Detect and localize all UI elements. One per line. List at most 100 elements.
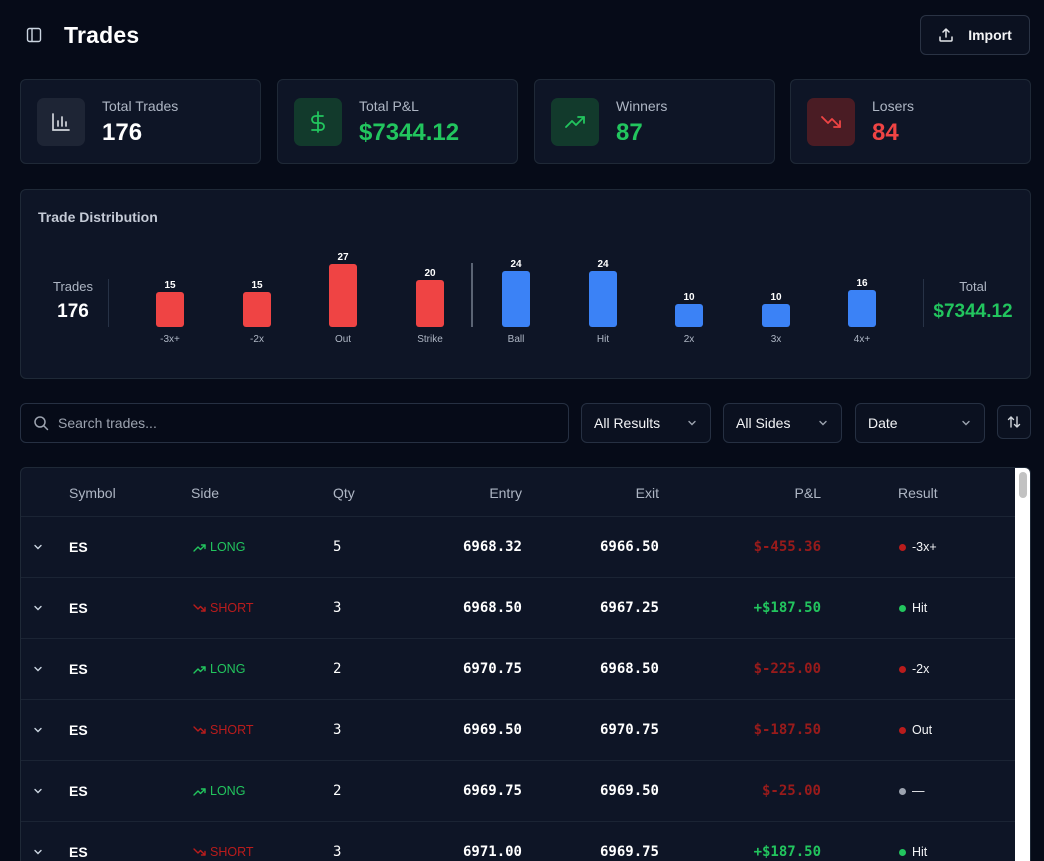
expand-row-chevron-icon[interactable] — [32, 845, 44, 861]
table-row[interactable]: ES LONG 2 6969.75 6969.50 $-25.00 — — [21, 761, 1015, 822]
distribution-title: Trade Distribution — [38, 209, 158, 225]
side-filter-value: All Sides — [736, 415, 791, 431]
qty-cell: 3 — [333, 722, 342, 738]
table-row[interactable]: ES SHORT 3 6971.00 6969.75 +$187.50 Hit — [21, 822, 1015, 861]
column-header-result[interactable]: Result — [898, 485, 938, 501]
stat-label: Losers — [872, 98, 915, 114]
table-row[interactable]: ES LONG 5 6968.32 6966.50 $-455.36 -3x+ — [21, 517, 1015, 578]
bar-Strike — [416, 280, 444, 327]
table-row[interactable]: ES SHORT 3 6969.50 6970.75 $-187.50 Out — [21, 700, 1015, 761]
symbol-cell: ES — [69, 722, 88, 738]
stat-label: Total Trades — [102, 98, 179, 114]
trending-down-icon — [193, 847, 206, 858]
stat-card-total-trades: Total Trades 176 — [20, 79, 261, 164]
expand-row-chevron-icon[interactable] — [32, 540, 44, 558]
result-cell: -3x+ — [899, 540, 937, 554]
sort-field-select[interactable]: Date — [855, 403, 985, 443]
trending-up-icon — [193, 542, 206, 553]
bar-value-label: 15 — [251, 280, 263, 291]
bar-value-label: 24 — [597, 259, 609, 270]
import-button[interactable]: Import — [920, 15, 1030, 55]
expand-row-chevron-icon[interactable] — [32, 601, 44, 619]
result-dot — [899, 543, 906, 551]
bar-category-label: Out — [335, 334, 351, 345]
qty-cell: 2 — [333, 661, 342, 677]
side-filter-select[interactable]: All Sides — [723, 403, 842, 443]
stat-card-total-pnl: Total P&L $7344.12 — [277, 79, 518, 164]
result-cell: -2x — [899, 662, 929, 676]
pnl-cell: $-225.00 — [753, 661, 821, 677]
side-label: LONG — [210, 662, 246, 676]
result-label: — — [912, 784, 925, 798]
page-header: Trades Import — [20, 14, 1030, 56]
column-header-side[interactable]: Side — [191, 485, 220, 501]
bar-category-label: 2x — [684, 334, 695, 345]
upload-icon — [939, 28, 953, 42]
expand-row-chevron-icon[interactable] — [32, 662, 44, 680]
result-filter-select[interactable]: All Results — [581, 403, 711, 443]
sort-direction-button[interactable] — [997, 405, 1031, 439]
expand-row-chevron-icon[interactable] — [32, 784, 44, 802]
entry-cell: 6969.50 — [462, 722, 522, 738]
side-cell: LONG — [193, 784, 245, 798]
stat-label: Winners — [616, 98, 668, 114]
exit-cell: 6969.50 — [599, 783, 659, 799]
chevron-down-icon — [962, 420, 970, 426]
side-cell: SHORT — [193, 845, 254, 859]
result-dot — [899, 848, 906, 856]
search-input[interactable] — [58, 415, 538, 431]
entry-cell: 6968.32 — [462, 539, 522, 555]
bar-2x — [675, 304, 703, 327]
result-dot — [899, 665, 906, 673]
bar-value-label: 27 — [337, 252, 349, 263]
entry-cell: 6970.75 — [462, 661, 522, 677]
chevron-down-icon — [819, 420, 827, 426]
stat-card-winners: Winners 87 — [534, 79, 775, 164]
column-header-qty[interactable]: Qty — [333, 485, 355, 501]
result-cell: — — [899, 784, 925, 798]
stat-value: 176 — [102, 119, 143, 146]
side-label: SHORT — [210, 601, 254, 615]
exit-cell: 6966.50 — [599, 539, 659, 555]
column-header-entry[interactable]: Entry — [489, 485, 522, 501]
column-header-pnl[interactable]: P&L — [794, 485, 821, 501]
trade-distribution-panel: Trade Distribution Trades 176 15 -3x+ 15 -2… — [20, 189, 1031, 379]
bar-chart-icon — [37, 98, 85, 146]
scrollbar-thumb[interactable] — [1019, 472, 1027, 498]
bar-Hit — [589, 271, 617, 327]
qty-cell: 5 — [333, 539, 342, 555]
divider — [108, 279, 109, 327]
search-box[interactable] — [20, 403, 569, 443]
symbol-cell: ES — [69, 661, 88, 677]
bar-category-label: Ball — [508, 334, 525, 345]
column-header-symbol[interactable]: Symbol — [69, 485, 116, 501]
pnl-cell: +$187.50 — [753, 844, 821, 860]
total-label: Total — [959, 279, 987, 294]
bar-category-label: Strike — [417, 334, 443, 345]
exit-cell: 6967.25 — [599, 600, 659, 616]
stat-card-losers: Losers 84 — [790, 79, 1031, 164]
trades-value: 176 — [57, 301, 89, 322]
scrollbar[interactable] — [1015, 468, 1030, 861]
divider — [923, 279, 924, 327]
side-label: LONG — [210, 784, 246, 798]
bar-3x — [762, 304, 790, 327]
table-row[interactable]: ES SHORT 3 6968.50 6967.25 +$187.50 Hit — [21, 578, 1015, 639]
side-cell: LONG — [193, 662, 245, 676]
entry-cell: 6968.50 — [462, 600, 522, 616]
result-label: Out — [912, 723, 933, 737]
trending-down-icon — [193, 603, 206, 614]
table-row[interactable]: ES LONG 2 6970.75 6968.50 $-225.00 -2x — [21, 639, 1015, 700]
result-cell: Hit — [899, 845, 927, 859]
entry-cell: 6969.75 — [462, 783, 522, 799]
expand-row-chevron-icon[interactable] — [32, 723, 44, 741]
bar-category-label: -2x — [250, 334, 264, 345]
stat-value: 84 — [872, 119, 899, 146]
bar--2x — [243, 292, 271, 327]
distribution-chart: 15 -3x+ 15 -2x 27 Out 20 Strike 24 Ball 24 Hit 10 2x 1… — [156, 252, 876, 345]
bar-value-label: 24 — [510, 259, 522, 270]
side-cell: LONG — [193, 540, 245, 554]
sidebar-toggle-icon[interactable] — [20, 21, 48, 49]
bar-category-label: 3x — [771, 334, 782, 345]
column-header-exit[interactable]: Exit — [635, 485, 659, 501]
